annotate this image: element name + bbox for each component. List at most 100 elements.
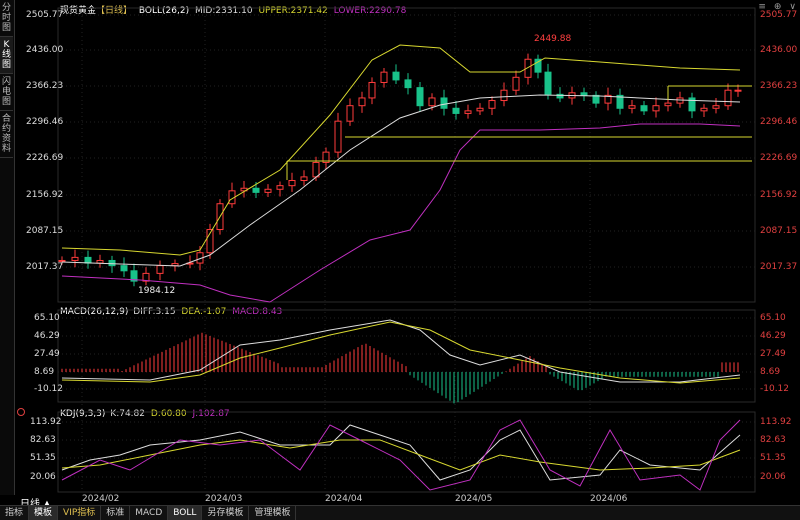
macd-ytick-left: 65.10	[34, 313, 60, 323]
sidebar-tab-contract[interactable]: 合约资料	[0, 111, 13, 158]
tab-template[interactable]: 模板	[29, 506, 59, 520]
tab-macd[interactable]: MACD	[130, 506, 169, 520]
candle-body	[334, 120, 342, 153]
macd-ytick-right: 65.10	[760, 313, 786, 323]
sidebar-tab-kline[interactable]: K线图	[0, 37, 13, 74]
low-price-label: 1984.12	[138, 286, 176, 296]
chevron-down-icon[interactable]: ∨	[789, 2, 796, 12]
candle-body	[142, 272, 150, 282]
candle-body	[688, 97, 696, 112]
period-selector[interactable]: 日线 ▲	[20, 495, 51, 510]
macd-ytick-left: 27.49	[34, 349, 60, 359]
candle-body	[206, 229, 214, 254]
kdj-ytick-right: 20.06	[760, 472, 786, 482]
candle-body	[346, 105, 354, 122]
main-ytick-left: 2017.37	[26, 262, 64, 272]
macd-diff-line	[61, 319, 741, 383]
kdj-settings-icon[interactable]	[17, 408, 25, 416]
main-ytick-right: 2226.69	[760, 153, 798, 163]
main-ytick-right: 2296.46	[760, 117, 798, 127]
x-date: 2024/06	[590, 494, 628, 504]
candle-body	[604, 94, 612, 104]
main-ytick-left: 2296.46	[26, 117, 64, 127]
main-ytick-left: 2505.77	[26, 10, 64, 20]
candle-body	[556, 93, 564, 99]
kdj-label: KDJ(9,3,3)	[60, 409, 106, 419]
tab-indicator[interactable]: 指标	[0, 506, 30, 520]
candle-body	[616, 94, 624, 109]
candle-body	[640, 105, 648, 112]
zoom-icon[interactable]: ⊕	[773, 2, 782, 12]
macd-label: MACD(26,12,9)	[60, 307, 129, 317]
candle-body	[392, 71, 400, 81]
boll-lower-line	[269, 123, 741, 303]
candle-body	[264, 188, 272, 193]
main-ytick-right: 2366.23	[760, 81, 798, 91]
macd-value: MACD:8.43	[232, 307, 283, 317]
candle-body	[312, 161, 320, 178]
kdj-ytick-right: 113.92	[760, 417, 792, 427]
candle-body	[380, 71, 388, 83]
boll-mid: MID:2331.10	[194, 6, 253, 16]
boll-upper: UPPER:2371.42	[258, 6, 328, 16]
candle-body	[544, 71, 552, 95]
kdj-j-line	[61, 419, 741, 491]
main-ytick-left: 2436.00	[26, 45, 64, 55]
panel-frame	[57, 7, 756, 303]
macd-header: MACD(26,12,9) DIFF:3.15 DEA:-1.07 MACD:8…	[60, 307, 282, 317]
candle-body	[452, 107, 460, 114]
macd-dea-line	[61, 321, 741, 384]
boll-lower-line	[61, 275, 271, 303]
sidebar-tab-flash[interactable]: 闪电图	[0, 74, 13, 111]
tab-standard[interactable]: 标准	[101, 506, 131, 520]
kdj-d: D:60.80	[150, 409, 187, 419]
macd-ytick-right: 8.69	[760, 367, 781, 377]
candle-body	[628, 105, 636, 109]
candle-body	[404, 79, 412, 89]
macd-ytick-right: 27.49	[760, 349, 786, 359]
bottom-toolbar: 指标 模板 VIP指标 标准 MACD BOLL 另存模板 管理模板	[0, 505, 800, 520]
candle-body	[156, 265, 164, 274]
candle-body	[416, 87, 424, 107]
main-ytick-left: 2226.69	[26, 153, 64, 163]
candle-body	[534, 58, 542, 73]
candle-body	[84, 256, 92, 264]
candle-body	[120, 265, 128, 272]
macd-ytick-right: 46.29	[760, 331, 786, 341]
main-ytick-right: 2087.15	[760, 226, 798, 236]
candle-body	[288, 180, 296, 187]
macd-ytick-left: -10.12	[34, 384, 64, 394]
macd-ytick-left: 46.29	[34, 331, 60, 341]
candle-body	[580, 92, 588, 96]
kdj-ytick-right: 82.63	[760, 435, 786, 445]
candle-body	[652, 105, 660, 112]
candle-body	[700, 107, 708, 112]
candle-body	[58, 259, 66, 262]
kdj-header: KDJ(9,3,3) K:74.82 D:60.80 J:102.87	[60, 409, 230, 419]
candle-body	[512, 76, 520, 91]
kdj-ytick-left: 20.06	[30, 472, 56, 482]
period-tag: 【日线】	[96, 6, 133, 16]
candle-body	[724, 89, 732, 107]
candle-body	[524, 58, 532, 78]
tab-vip-indicator[interactable]: VIP指标	[58, 506, 102, 520]
candle-body	[300, 176, 308, 182]
kdj-k: K:74.82	[110, 409, 145, 419]
sidebar-tab-timeshare[interactable]: 分时图	[0, 0, 13, 37]
sidebar: 分时图 K线图 闪电图 合约资料	[0, 0, 15, 495]
candle-body	[712, 105, 720, 109]
candle-body	[276, 185, 284, 190]
menu-icon[interactable]: ≡	[758, 2, 766, 12]
tab-manage-template[interactable]: 管理模板	[249, 506, 297, 520]
candle-body	[440, 97, 448, 109]
kdj-j: J:102.87	[192, 409, 230, 419]
tab-save-template[interactable]: 另存模板	[202, 506, 250, 520]
x-date: 2024/05	[455, 494, 493, 504]
candle-body	[368, 81, 376, 99]
macd-dea: DEA:-1.07	[181, 307, 227, 317]
candle-body	[428, 97, 436, 107]
panel-frame	[57, 309, 756, 403]
tab-boll[interactable]: BOLL	[168, 506, 203, 520]
instrument-title: 现货黄金	[60, 6, 97, 16]
